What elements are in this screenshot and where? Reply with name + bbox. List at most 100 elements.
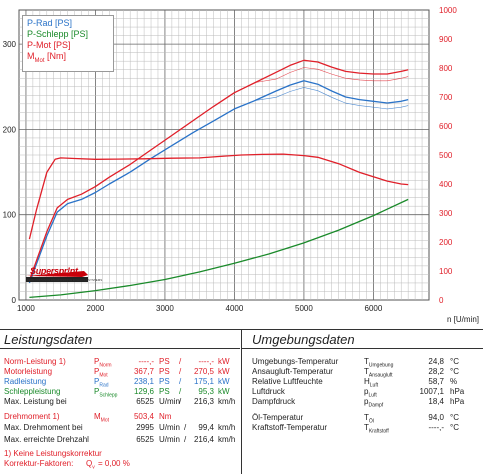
- label: Max. Drehmoment bei: [4, 423, 83, 432]
- legend-p-mot: P-Mot [PS]: [27, 40, 71, 50]
- value-1: 2995: [136, 423, 154, 432]
- value-2: 95,3: [198, 387, 214, 396]
- symbol: MMot: [94, 412, 110, 424]
- label: Kraftstoff-Temperatur: [252, 423, 327, 432]
- label: Max. erreichte Drehzahl: [4, 435, 89, 444]
- y-right-tick-900: 900: [439, 35, 453, 44]
- leistung-row-3: Schleppleistung PSchlepp 129,6 PS / 95,3 kW: [4, 387, 236, 399]
- umgebungsdaten-panel: Umgebungsdaten Umgebungs-Temperatur TUmge…: [241, 330, 483, 474]
- x-tick-3000: 3000: [156, 304, 174, 313]
- y-left-tick-0: 0: [12, 296, 17, 305]
- y-left-tick-300: 300: [3, 40, 17, 49]
- value-1: ----,-: [138, 357, 154, 366]
- symbol: PSchlepp: [94, 387, 118, 399]
- unit-2: kW: [218, 387, 230, 396]
- data-panels: Leistungsdaten Norm-Leistung 1) PNorm ----…: [0, 329, 483, 474]
- legend-m-mot: MMot [Nm]: [27, 51, 67, 64]
- label: Norm-Leistung 1): [4, 357, 66, 366]
- y-right-tick-1000: 1000: [439, 6, 457, 15]
- legend-p-schlepp: P-Schlepp [PS]: [27, 29, 89, 39]
- value-1: 367,7: [133, 367, 154, 376]
- y-right-tick-400: 400: [439, 180, 453, 189]
- y-right-tick-600: 600: [439, 122, 453, 131]
- label: Relative Luftfeuchte: [252, 377, 323, 386]
- value: 18,4: [428, 397, 444, 406]
- symbol: PNorm: [94, 357, 112, 369]
- unit-2: km/h: [218, 423, 236, 432]
- label: Dampfdruck: [252, 397, 296, 406]
- leistung-row-2: Radleistung PRad 238,1 PS / 175,1 kW: [4, 377, 236, 389]
- x-tick-5000: 5000: [295, 304, 313, 313]
- value-2: 175,1: [193, 377, 214, 386]
- label: Radleistung: [4, 377, 47, 386]
- unit-1: PS: [159, 357, 170, 366]
- note-2: Korrektur-Faktoren: Qv = 0,00 %: [4, 459, 236, 471]
- x-tick-1000: 1000: [17, 304, 35, 313]
- unit: °C: [450, 413, 459, 422]
- value: 1007,1: [419, 387, 444, 396]
- label: Luftdruck: [252, 387, 285, 396]
- logo-graphic: [26, 271, 88, 282]
- x-axis: 1000 2000 3000 4000 5000 6000: [17, 304, 383, 313]
- drehmoment-row: Drehmoment 1) MMot 503,4 Nm: [4, 412, 236, 424]
- unit-2: kW: [218, 357, 230, 366]
- value: 28,2: [428, 367, 444, 376]
- x-tick-2000: 2000: [87, 304, 105, 313]
- umgebung-row-0: Umgebungs-Temperatur TUmgebung 24,8 °C: [252, 357, 478, 369]
- series-group: [28, 59, 409, 299]
- value-2: 270,5: [193, 367, 214, 376]
- note-symbol: Qv: [86, 459, 95, 471]
- umgebung-row-2: Relative Luftfeuchte HLuft 58,7%: [252, 377, 478, 389]
- unit-1: PS: [159, 367, 170, 376]
- label: Öl-Temperatur: [252, 413, 304, 422]
- leistung-row-0: Norm-Leistung 1) PNorm ----,- PS / ----,- kW: [4, 357, 236, 369]
- slash: /: [184, 435, 187, 444]
- symbol: HLuft: [364, 377, 379, 389]
- unit-1: PS: [159, 387, 170, 396]
- umgebung-row-1: Ansaugluft-Temperatur TAnsaugluft 28,2 °C: [252, 367, 478, 379]
- umgebung-row-6: Kraftstoff-Temperatur TKraftstoff ----,- °C: [252, 423, 478, 435]
- symbol: PMot: [94, 367, 108, 379]
- note-1: 1) Keine Leistungskorrektur: [4, 449, 236, 460]
- value-1: 6525: [136, 397, 154, 406]
- x-axis-label: n [U/min]: [447, 315, 479, 324]
- x-tick-4000: 4000: [226, 304, 244, 313]
- series-line-1: [29, 198, 409, 299]
- series-line-run2-2: [29, 67, 409, 281]
- umgebung-row-5: Öl-Temperatur TÖl 94,0 °C: [252, 413, 478, 425]
- y-right-tick-200: 200: [439, 238, 453, 247]
- unit-2: km/h: [218, 435, 236, 444]
- unit: hPa: [450, 387, 465, 396]
- label: Drehmoment 1): [4, 412, 60, 421]
- value-2: ----,-: [198, 357, 214, 366]
- legend-p-rad: P-Rad [PS]: [27, 18, 73, 28]
- max-drehmoment-row: Max. Drehmoment bei 2995 U/min / 99,4 km/h: [4, 423, 236, 434]
- symbol: TKraftstoff: [364, 423, 389, 435]
- slash: /: [179, 397, 182, 406]
- leistung-row-4: Max. Leistung bei 6525 U/min/ 216,3 km/h: [4, 397, 236, 408]
- series-line-0: [28, 80, 409, 284]
- value-1: 129,6: [133, 387, 154, 396]
- value-1: 6525: [136, 435, 154, 444]
- y-right-tick-700: 700: [439, 93, 453, 102]
- label: Umgebungs-Temperatur: [252, 357, 339, 366]
- label: Motorleistung: [4, 367, 53, 376]
- slash: /: [179, 367, 182, 376]
- leistung-row-1: Motorleistung PMot 367,7 PS / 270,5 kW: [4, 367, 236, 379]
- unit-1: U/min: [159, 423, 180, 432]
- unit-2: km/h: [218, 397, 236, 406]
- value: ----,-: [428, 423, 444, 432]
- value-1: 238,1: [133, 377, 154, 386]
- unit: °C: [450, 357, 459, 366]
- unit-1: PS: [159, 377, 170, 386]
- note-value: = 0,00 %: [98, 459, 130, 468]
- symbol: pLuft: [364, 387, 377, 399]
- y-right-tick-300: 300: [439, 209, 453, 218]
- unit: °C: [450, 423, 459, 432]
- logo-name: Superspr!nt: [30, 266, 78, 276]
- symbol: PRad: [94, 377, 109, 389]
- symbol: TÖl: [364, 413, 374, 425]
- leistungsdaten-panel: Leistungsdaten Norm-Leistung 1) PNorm ----…: [0, 330, 240, 474]
- series-line-run2-3: [29, 153, 409, 240]
- label: Ansaugluft-Temperatur: [252, 367, 333, 376]
